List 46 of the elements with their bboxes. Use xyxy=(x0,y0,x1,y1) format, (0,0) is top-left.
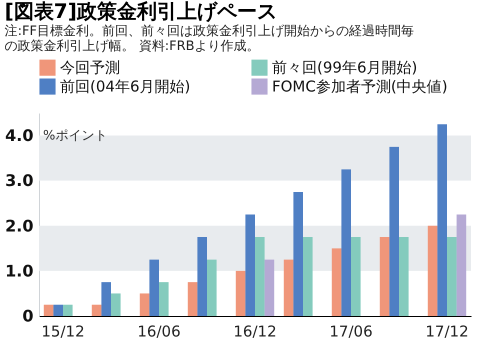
bar xyxy=(447,237,457,316)
bar xyxy=(245,214,255,316)
legend-label: 今回予測 xyxy=(60,58,120,77)
bar xyxy=(399,237,409,316)
bar xyxy=(111,293,121,316)
bar xyxy=(236,270,246,316)
bar xyxy=(303,237,313,316)
chart-title: [図表7]政策金利引上げペース xyxy=(4,0,277,23)
bar xyxy=(159,282,169,316)
bar xyxy=(101,282,111,316)
bar xyxy=(207,260,217,316)
y-tick-label: 0 xyxy=(22,306,34,326)
bar xyxy=(53,304,63,316)
bar xyxy=(380,237,390,316)
bar xyxy=(197,237,207,316)
bar xyxy=(63,304,73,316)
bar xyxy=(149,260,159,316)
y-tick-label: 2.0 xyxy=(5,216,34,236)
x-tick-label: 15/12 xyxy=(41,322,85,340)
bar xyxy=(140,293,150,316)
legend-label: FOMC参加者予測(中央値) xyxy=(272,78,448,96)
bar xyxy=(389,146,399,316)
bar xyxy=(456,214,466,316)
bar xyxy=(293,192,303,316)
bar xyxy=(188,282,198,316)
y-tick-label: 3.0 xyxy=(5,171,34,190)
y-axis-title: %ポイント xyxy=(43,128,108,144)
x-tick-label: 16/12 xyxy=(233,322,277,340)
x-tick-label: 16/06 xyxy=(137,322,181,340)
bar xyxy=(341,169,351,316)
bar xyxy=(428,226,438,316)
x-tick-label: 17/06 xyxy=(329,322,373,340)
bar xyxy=(255,237,265,316)
bar xyxy=(332,248,342,316)
bar xyxy=(44,304,54,316)
bar xyxy=(437,124,447,316)
text: 注:FF目標金利。前回、前々回は政策金利引上げ開始からの経過時間毎の政策金利引上げ幅。 資料:FRBより作成。 xyxy=(4,24,414,54)
bar xyxy=(264,260,274,316)
x-tick-label: 17/12 xyxy=(425,322,469,340)
bar xyxy=(92,304,102,316)
legend-label: 前回(04年6月開始) xyxy=(60,78,190,96)
bar xyxy=(351,237,361,316)
y-tick-label: 4.0 xyxy=(5,126,34,146)
bar xyxy=(284,260,294,316)
legend-label: 前々回(99年6月開始) xyxy=(272,58,418,77)
y-tick-label: 1.0 xyxy=(5,261,34,280)
